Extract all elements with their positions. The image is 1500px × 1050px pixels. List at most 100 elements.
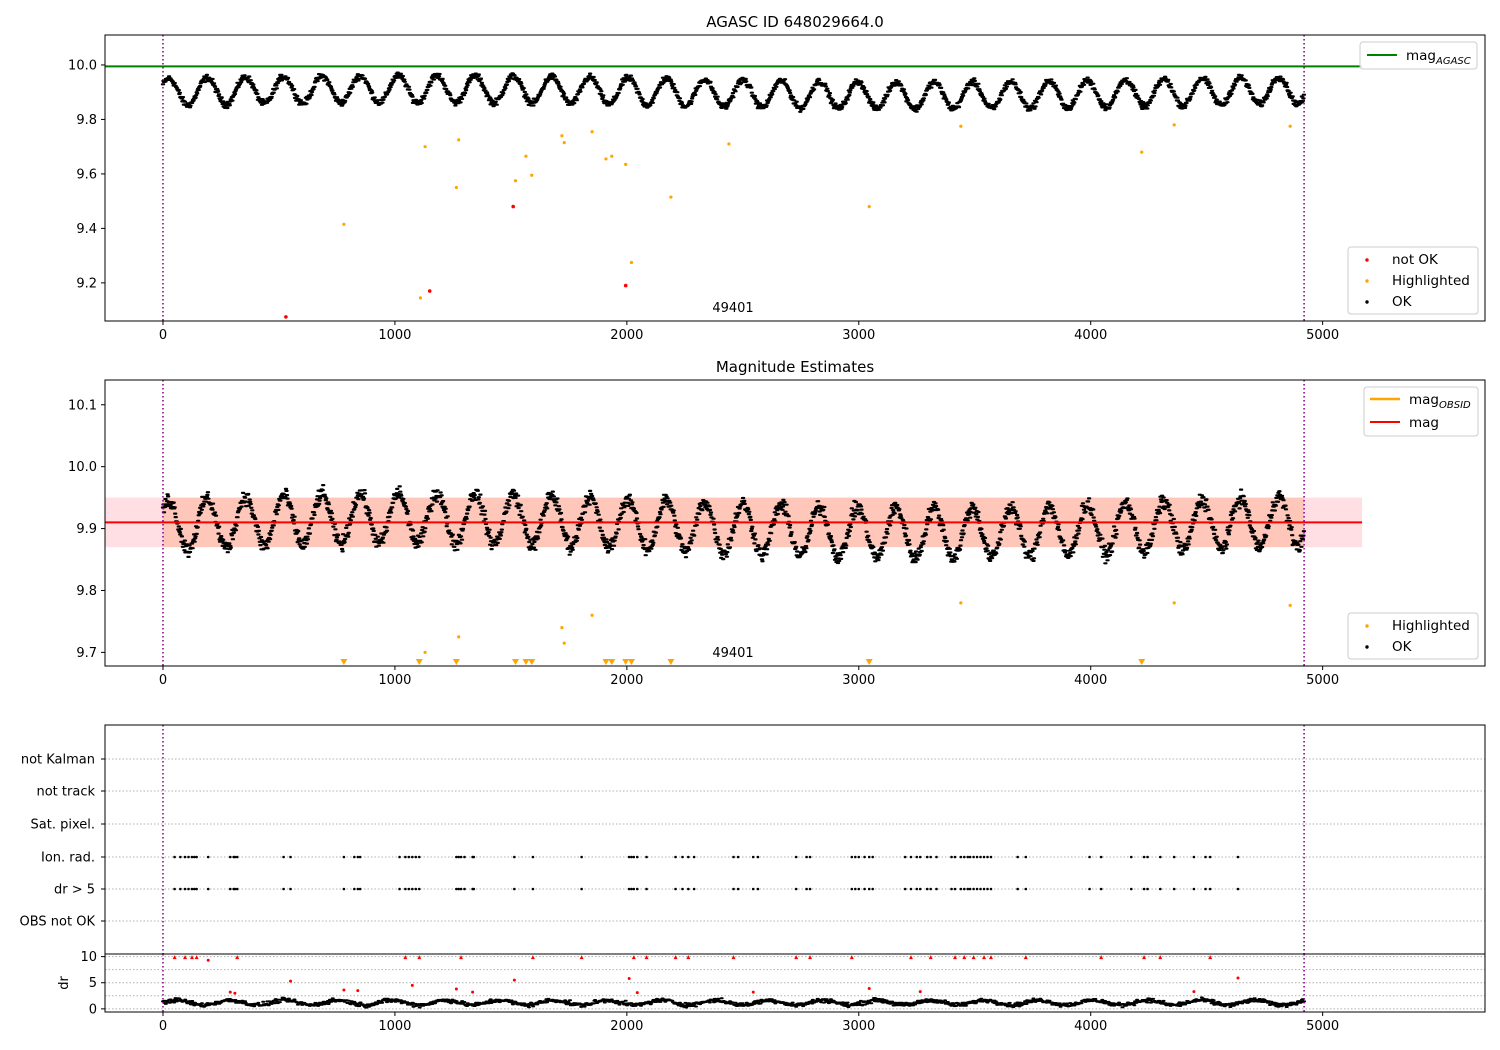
flag-point: [356, 855, 360, 859]
flag-point: [756, 887, 760, 891]
flag-point: [909, 887, 913, 891]
legend-highlighted-label: Highlighted: [1392, 273, 1470, 289]
dr-red-point: [410, 983, 414, 987]
flag-point: [195, 887, 198, 891]
flag-point: [1088, 887, 1091, 891]
not-ok-point: [511, 204, 516, 209]
highlighted-point: [959, 124, 963, 128]
flag-point: [1130, 887, 1133, 891]
dr-red-marker: [908, 955, 913, 960]
flag-point: [235, 887, 239, 891]
flag-point: [935, 855, 938, 859]
offscale-marker: [602, 659, 610, 665]
flag-point: [1130, 855, 1133, 859]
flag-category-label: Sat. pixel.: [31, 818, 95, 833]
dr-red-marker: [971, 955, 976, 960]
dr-red-point: [471, 990, 475, 994]
flag-point: [982, 887, 986, 891]
dr-ylabel: dr: [57, 976, 72, 990]
flag-category-label: not Kalman: [21, 753, 95, 768]
highlighted-point: [423, 145, 427, 149]
highlighted-point: [1288, 603, 1292, 607]
flag-point: [183, 887, 187, 891]
flag-point: [1099, 887, 1103, 891]
offscale-marker: [865, 659, 873, 665]
highlighted-point: [342, 222, 346, 226]
dr-red-point: [206, 958, 210, 962]
dr-red-marker: [988, 955, 993, 960]
flag-point: [289, 855, 292, 859]
p4-xtick-label: 2000: [610, 1019, 643, 1034]
dr-red-point: [918, 990, 922, 994]
dr-red-marker: [808, 955, 813, 960]
flag-point: [513, 855, 516, 859]
legend2-ok-label: OK: [1392, 639, 1413, 655]
panel2-title: Magnitude Estimates: [716, 358, 874, 376]
flag-point: [463, 855, 466, 859]
offscale-marker: [1138, 659, 1146, 665]
dr-red-marker: [673, 955, 678, 960]
dr-red-point: [342, 988, 346, 992]
flag-point: [953, 887, 957, 891]
offscale-marker: [512, 659, 520, 665]
dr-red-marker: [631, 955, 636, 960]
dr-red-point: [867, 986, 871, 990]
highlighted-point: [530, 173, 534, 177]
dr-red-marker: [530, 955, 535, 960]
flag-point: [632, 887, 636, 891]
dr-red-point: [233, 991, 237, 995]
highlighted-point: [454, 185, 458, 190]
highlighted-point: [604, 157, 608, 161]
dr-red-marker: [189, 955, 194, 960]
legend2-highlighted-label: Highlighted: [1392, 618, 1470, 634]
offscale-marker: [415, 659, 423, 665]
flag-point: [627, 855, 631, 859]
flag-point: [681, 855, 684, 859]
dr-frame: [104, 953, 1486, 1013]
flag-point: [1142, 855, 1146, 859]
flag-point: [192, 887, 196, 891]
not-ok-point: [427, 289, 432, 293]
flag-point: [857, 855, 861, 859]
highlighted-point: [513, 179, 518, 183]
flag-point: [953, 855, 957, 859]
highlighted-point: [560, 134, 564, 138]
legend-mag-agasc-label: mag: [1406, 48, 1436, 64]
flag-point: [871, 855, 874, 859]
flag-point: [692, 887, 696, 891]
flag-point: [457, 887, 460, 891]
dr-red-marker: [928, 955, 933, 960]
flag-point: [850, 887, 854, 891]
flag-point: [455, 887, 458, 891]
flag-point: [645, 887, 648, 891]
highlighted-point: [959, 601, 963, 605]
dr-red-point: [635, 991, 639, 995]
flag-point: [179, 887, 182, 891]
p1-ytick-label: 9.2: [76, 276, 97, 291]
highlighted-point: [524, 154, 528, 158]
dr-red-point: [356, 989, 360, 993]
offscale-marker: [608, 659, 616, 665]
p2-ok-points: [160, 484, 1307, 565]
flag-point: [179, 855, 182, 859]
flag-point: [1024, 887, 1028, 891]
p4-xtick-label: 1000: [378, 1019, 411, 1034]
dr-red-marker: [731, 955, 736, 960]
dr-red-point: [1192, 990, 1196, 994]
flag-point: [850, 855, 854, 859]
p1-ytick-label: 9.4: [76, 222, 97, 237]
flag-point: [736, 887, 740, 891]
offscale-marker: [340, 659, 348, 665]
flag-point: [417, 855, 421, 859]
p2-xtick-label: 2000: [610, 673, 643, 688]
dr-red-marker: [686, 955, 691, 960]
panel2-annotation: 49401: [712, 646, 753, 661]
flag-point: [531, 887, 535, 891]
panel1-axes: 0 1000 2000 3000 4000 5000 9.2 9.4 9.6 9.8 10.0: [68, 58, 1339, 343]
p1-xtick-label: 1000: [378, 328, 411, 343]
offscale-marker: [528, 659, 536, 665]
flag-point: [417, 887, 421, 891]
not-ok-point: [623, 283, 628, 288]
flag-point: [929, 887, 932, 891]
flag-point: [1204, 855, 1207, 859]
